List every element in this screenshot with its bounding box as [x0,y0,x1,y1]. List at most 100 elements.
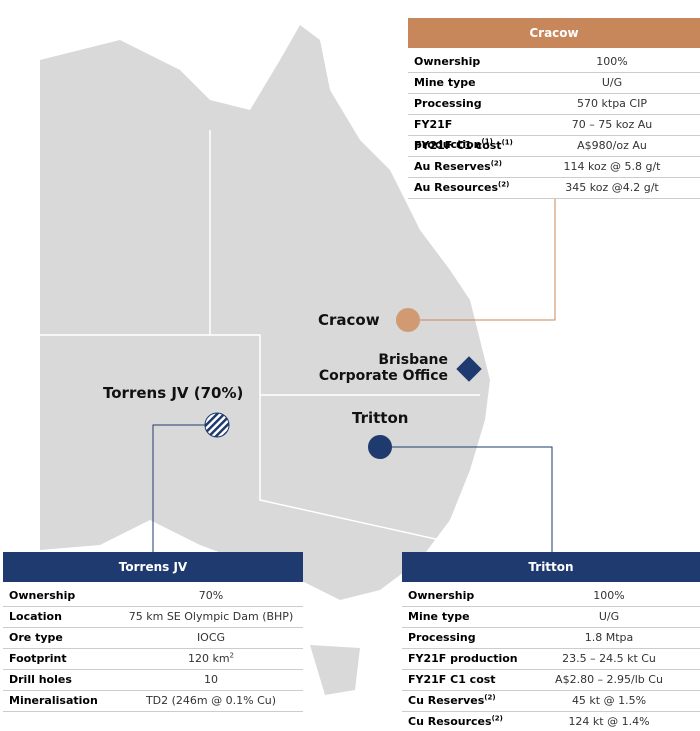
row-label: Location [3,607,119,627]
footnote: (2) [498,180,510,189]
cracow-marker [396,308,420,332]
row-value: 75 km SE Olympic Dam (BHP) [119,607,303,627]
row-label: Cu Reserves(2) [402,691,518,711]
info-table: Tritton Ownership 100% Mine type U/G Processi… [402,552,700,731]
label-text: Cu Reserves [408,694,485,707]
row-value: A$980/oz Au [524,136,700,156]
table-row: Footprint 120 km2 [3,649,303,670]
row-value: 345 koz @4.2 g/t [524,178,700,198]
row-label: Ownership [408,52,524,72]
row-value: 120 km2 [119,649,303,669]
row-value: 1.8 Mtpa [518,628,700,648]
row-value: IOCG [119,628,303,648]
tritton-marker [368,435,392,459]
row-label: FY21F C1 cost [402,670,518,690]
row-value: 570 ktpa CIP [524,94,700,114]
table-row: Location 75 km SE Olympic Dam (BHP) [3,607,303,628]
value-text: 100% [596,55,628,68]
row-label: Ore type [3,628,119,648]
table-row: FY21F production 23.5 – 24.5 kt Cu [402,649,700,670]
label-text: Au Reserves [414,160,491,173]
cracow-label: Cracow [318,311,380,329]
table-row: Ownership 100% [408,52,700,73]
label-text: Mineralisation [9,694,98,707]
info-table: Cracow Ownership 100% Mine type U/G Processin… [408,18,700,199]
row-value: 10 [119,670,303,690]
value-text: 124 kt @ 1.4% [568,715,650,728]
label-text: Ore type [9,631,63,644]
value-text: 23.5 – 24.5 kt Cu [562,652,656,665]
row-value: 100% [518,586,700,606]
row-label: Au Reserves(2) [408,157,524,177]
table-row: FY21F C1 cost(1) A$980/oz Au [408,136,700,157]
value-text: 70% [198,589,224,602]
row-value: 114 koz @ 5.8 g/t [524,157,700,177]
label-text: Au Resources [414,181,498,194]
row-label: Au Resources(2) [408,178,524,198]
table-row: Cu Reserves(2) 45 kt @ 1.5% [402,691,700,712]
footnote: (1) [481,137,493,146]
value-text: 120 km [187,652,230,665]
table-row: Drill holes 10 [3,670,303,691]
row-value: 124 kt @ 1.4% [518,712,700,731]
brisbane-line: Corporate Office [318,368,448,384]
row-label: FY21F production [402,649,518,669]
label-text: FY21F production [414,118,482,151]
table-header: Cracow [408,18,700,48]
row-label: Processing [408,94,524,114]
label-text: FY21F C1 cost [408,673,496,686]
label-text: Location [9,610,62,623]
row-label: Cu Resources(2) [402,712,518,731]
label-text: Drill holes [9,673,72,686]
value-text: 45 kt @ 1.5% [571,694,647,707]
torrens-leader [152,424,205,552]
table-row: Au Resources(2) 345 koz @4.2 g/t [408,178,700,199]
value-text: 1.8 Mtpa [584,631,634,644]
tritton-label: Tritton [352,409,409,427]
value-text: 70 – 75 koz Au [571,118,653,131]
label-text: Mine type [408,610,470,623]
tritton-leader [392,446,553,552]
label-text: Ownership [9,589,76,602]
table-row: Processing 570 ktpa CIP [408,94,700,115]
value-text: TD2 (246m @ 0.1% Cu) [145,694,277,707]
label-text: FY21F C1 cost [414,139,502,152]
table-row: Mineralisation TD2 (246m @ 0.1% Cu) [3,691,303,712]
table-header: Tritton [402,552,700,582]
row-label: Footprint [3,649,119,669]
footnote: (2) [491,714,503,723]
label-text: Ownership [408,589,475,602]
table-row: Mine type U/G [402,607,700,628]
value-text: U/G [598,610,620,623]
row-label: Mineralisation [3,691,119,711]
row-value: TD2 (246m @ 0.1% Cu) [119,691,303,711]
table-row: Au Reserves(2) 114 koz @ 5.8 g/t [408,157,700,178]
label-text: Processing [408,631,476,644]
value-text: 10 [204,673,218,686]
value-text: U/G [601,76,623,89]
table-row: Processing 1.8 Mtpa [402,628,700,649]
info-table: Torrens JV Ownership 70% Location 75 km SE O… [3,552,303,712]
row-value: 100% [524,52,700,72]
row-label: Mine type [408,73,524,93]
value-text: 570 ktpa CIP [577,97,647,110]
row-label: Ownership [3,586,119,606]
value-text: 100% [593,589,625,602]
brisbane-label: Brisbane Corporate Office [300,352,448,384]
row-value: 70 – 75 koz Au [524,115,700,135]
row-label: Processing [402,628,518,648]
row-value: 70% [119,586,303,606]
brisbane-line: Brisbane [378,352,448,368]
value-text: 75 km SE Olympic Dam (BHP) [128,610,294,623]
row-value: A$2.80 – 2.95/lb Cu [518,670,700,690]
label-text: Mine type [414,76,476,89]
footnote: (2) [490,159,502,168]
label-text: Cu Resources [408,715,492,728]
value-text: A$980/oz Au [577,139,647,152]
borders [40,130,480,541]
table-row: FY21F production(1) 70 – 75 koz Au [408,115,700,151]
row-value: U/G [524,73,700,93]
row-value: 45 kt @ 1.5% [518,691,700,711]
